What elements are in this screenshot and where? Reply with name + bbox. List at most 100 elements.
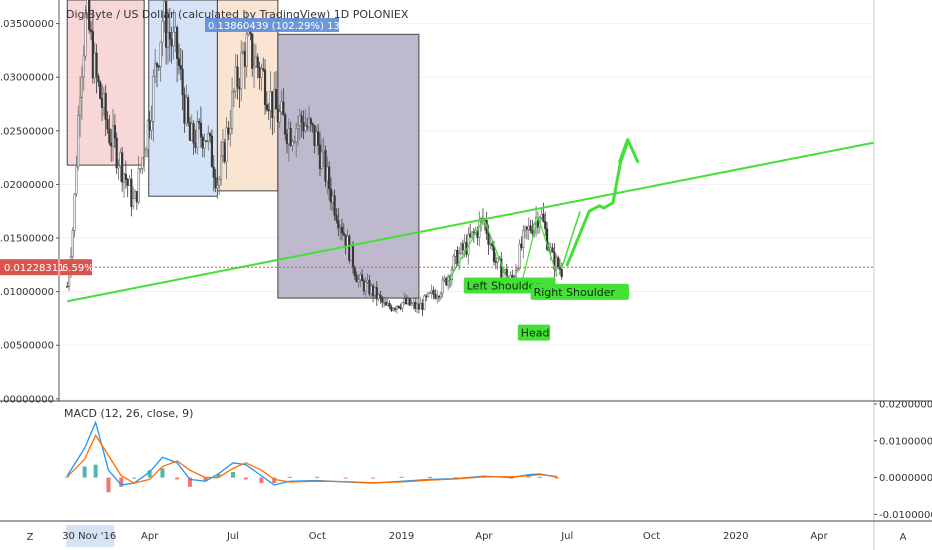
candle-body xyxy=(357,279,360,283)
candle-body xyxy=(390,306,393,311)
candle xyxy=(340,218,344,241)
candle xyxy=(230,77,234,134)
candle-body xyxy=(190,123,193,141)
candle-body xyxy=(340,226,344,234)
macd-histogram-bar xyxy=(132,477,137,479)
candle-body xyxy=(77,114,80,168)
candle xyxy=(377,293,380,302)
candle xyxy=(392,307,395,312)
candle xyxy=(66,281,69,288)
candle xyxy=(187,94,190,127)
candle-body xyxy=(187,97,190,123)
candle-body xyxy=(425,295,428,298)
candle-body xyxy=(412,301,415,304)
candle-body xyxy=(379,294,382,299)
candle-body xyxy=(126,179,129,186)
auto-scale-button[interactable]: A xyxy=(900,532,907,543)
candle xyxy=(265,91,268,112)
candle-body xyxy=(256,56,259,68)
candle-body xyxy=(285,133,289,145)
candle-body xyxy=(421,302,424,310)
macd-histogram-bar xyxy=(147,470,152,478)
candle-body xyxy=(196,121,199,148)
candle xyxy=(540,207,543,221)
candle xyxy=(293,135,296,144)
candle-body xyxy=(119,152,122,167)
trendline[interactable] xyxy=(67,141,875,303)
label-bg xyxy=(517,324,551,341)
candle-body xyxy=(208,133,212,137)
candle xyxy=(417,298,420,314)
time-axis[interactable]: 30 Nov '16 Apr Jul Oct 2019 Apr Jul Oct 2020 Apr xyxy=(62,525,829,547)
signal-line xyxy=(66,433,558,484)
candle-body xyxy=(306,125,309,128)
candle-body xyxy=(463,242,466,251)
candle-body xyxy=(271,91,274,119)
pattern-label-2[interactable]: Head xyxy=(517,324,551,341)
candle xyxy=(75,155,78,197)
candle-body xyxy=(122,173,126,183)
macd-histogram-bar xyxy=(187,477,192,487)
candle-body xyxy=(525,226,529,230)
candle xyxy=(531,219,534,237)
candle xyxy=(436,290,439,304)
candle-body xyxy=(278,111,281,123)
candle xyxy=(240,40,243,102)
candle-body xyxy=(381,297,384,303)
candle-body xyxy=(331,195,334,203)
candle-body xyxy=(296,125,300,130)
candle-body xyxy=(179,65,182,70)
candle xyxy=(388,300,391,310)
candle xyxy=(518,239,521,271)
macd-histogram-bar xyxy=(216,473,221,478)
pattern-label-text: Right Shoulder xyxy=(534,286,616,299)
candle xyxy=(542,202,545,223)
candle-body xyxy=(263,69,267,105)
candle xyxy=(274,70,278,110)
candle-body xyxy=(511,275,514,278)
candle-body xyxy=(375,287,378,300)
candle xyxy=(177,43,181,75)
candle xyxy=(516,266,519,273)
candle-body xyxy=(560,269,563,277)
price-axis[interactable]: 0.03500000 0.03000000 0.02500000 0.02000000… xyxy=(0,19,59,405)
candle-body xyxy=(152,76,155,122)
candle-body xyxy=(121,152,124,183)
candle-body xyxy=(333,195,336,216)
macd-axis[interactable]: 0.02000000 0.01000000 0.00000000 -0.0100000… xyxy=(874,399,932,521)
candle xyxy=(208,131,212,144)
candle xyxy=(77,105,80,171)
candle-body xyxy=(293,141,296,144)
candle xyxy=(252,43,256,88)
candle-body xyxy=(388,303,391,308)
time-tick-label: 2020 xyxy=(723,531,748,542)
macd-pane: MACD (12, 26, close, 9) xyxy=(64,407,560,493)
candle-body xyxy=(348,235,351,261)
candle xyxy=(80,66,83,121)
candle-body xyxy=(78,97,82,116)
timezone-button[interactable]: Z xyxy=(27,532,34,543)
candle-body xyxy=(491,243,494,247)
candle xyxy=(282,88,285,116)
candle-body xyxy=(322,150,325,153)
candle-body xyxy=(382,301,386,304)
range-box-2[interactable] xyxy=(148,0,218,197)
candle-body xyxy=(408,298,411,306)
candle-body xyxy=(542,213,545,222)
macd-histogram-bar xyxy=(287,476,292,478)
candle-body xyxy=(393,308,397,310)
candle xyxy=(342,223,345,236)
candle xyxy=(426,292,430,299)
candle-body xyxy=(452,255,455,271)
candle-body xyxy=(339,226,342,229)
candle-body xyxy=(177,58,181,66)
candle xyxy=(361,269,364,282)
macd-histogram-bar xyxy=(106,477,111,493)
candle-body xyxy=(428,292,431,295)
candle xyxy=(121,146,124,192)
pattern-label-3[interactable]: Right Shoulder xyxy=(530,283,630,300)
candle xyxy=(357,274,360,288)
candle-body xyxy=(403,298,406,303)
candle xyxy=(553,243,556,278)
